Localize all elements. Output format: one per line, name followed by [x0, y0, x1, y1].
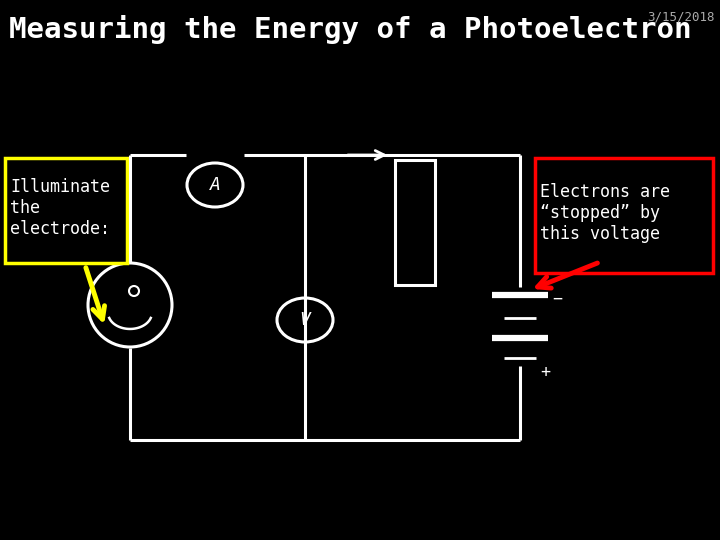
- Ellipse shape: [187, 163, 243, 207]
- Text: A: A: [210, 176, 220, 194]
- Ellipse shape: [277, 298, 333, 342]
- Text: Illuminate
the
electrode:: Illuminate the electrode:: [10, 178, 110, 238]
- Text: V: V: [300, 311, 310, 329]
- Text: Measuring the Energy of a Photoelectron: Measuring the Energy of a Photoelectron: [9, 16, 691, 44]
- Text: Electrons are
“stopped” by
this voltage: Electrons are “stopped” by this voltage: [540, 183, 670, 243]
- Text: 3/15/2018: 3/15/2018: [647, 10, 715, 23]
- Circle shape: [88, 263, 172, 347]
- Bar: [535, 158, 713, 273]
- Bar: [5, 158, 127, 263]
- Text: +: +: [540, 363, 550, 381]
- Text: −: −: [552, 290, 562, 308]
- Bar: [395, 160, 435, 285]
